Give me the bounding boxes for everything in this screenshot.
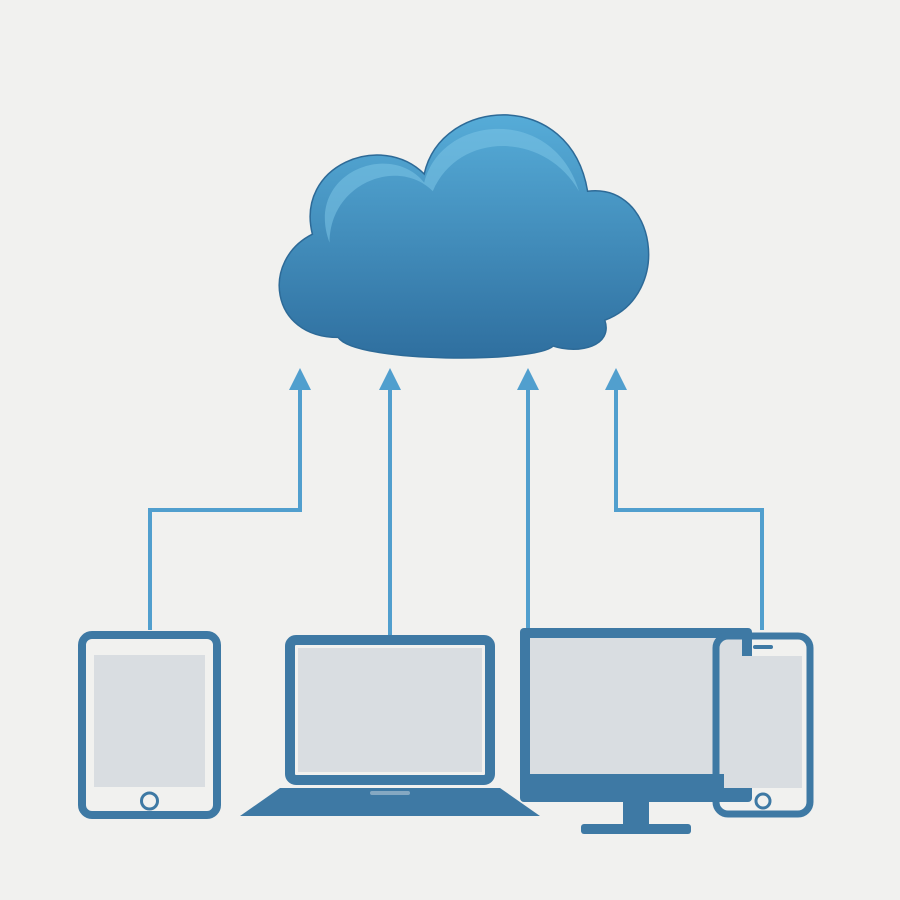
phone-icon: [716, 636, 810, 814]
laptop-icon: [240, 640, 540, 816]
cloud-diagram: [0, 0, 900, 900]
